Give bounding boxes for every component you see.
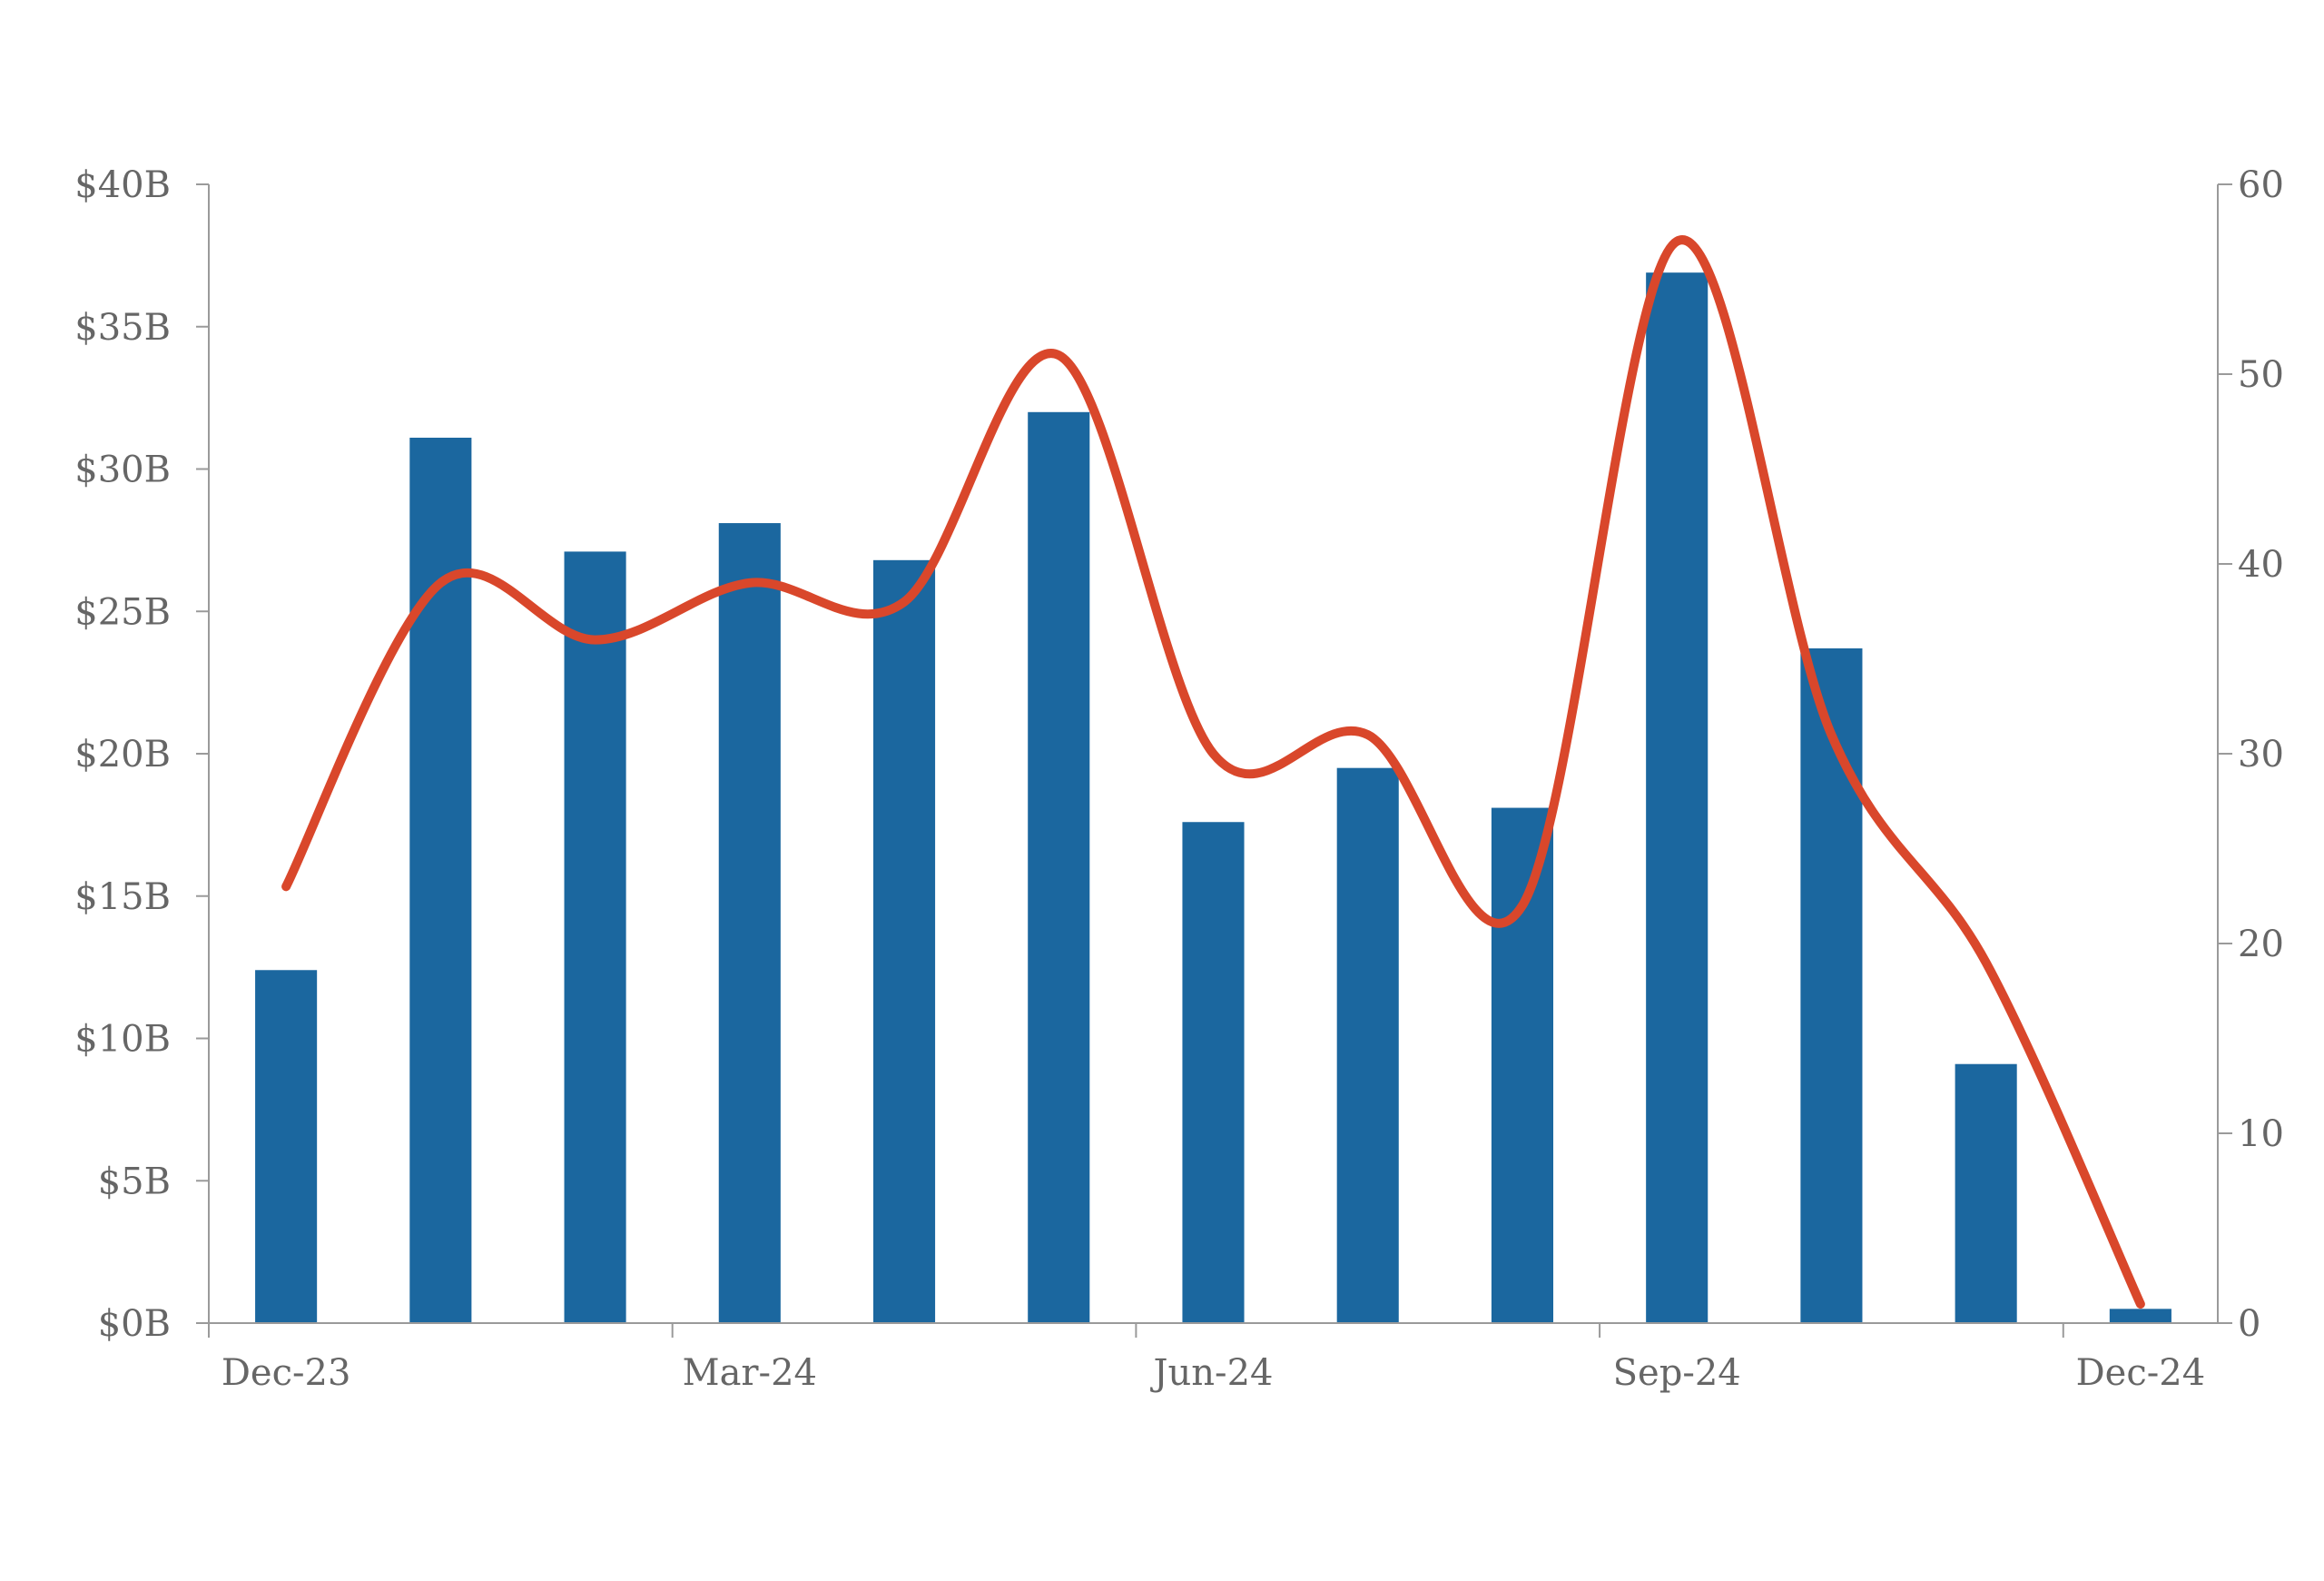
bar-Oct-24 [1800, 648, 1863, 1323]
y-right-tick-label: 50 [2238, 354, 2284, 396]
bar-Jun-24 [1182, 822, 1245, 1323]
labels-layer: $0B $5B $10B $15B $20B $25B $30B $35B $40B 0 10 20 3… [74, 164, 2284, 1394]
bar-Feb-24 [564, 551, 626, 1323]
y-left-tick-label: $25B [74, 591, 171, 633]
bar-Jul-24 [1336, 767, 1399, 1323]
line-layer [281, 235, 2145, 1309]
bar-Sep-24 [1646, 272, 1709, 1324]
bar-May-24 [1028, 411, 1090, 1323]
y-left-tick-label: $0B [98, 1303, 171, 1345]
y-left-tick-label: $40B [74, 164, 171, 206]
y-left-tick-label: $35B [74, 307, 171, 349]
bar-Aug-24 [1491, 807, 1554, 1323]
bar-Apr-24 [872, 559, 936, 1323]
y-left-tick-label: $10B [74, 1019, 171, 1061]
count-line [281, 235, 2145, 1309]
y-left-tick-label: $20B [74, 734, 171, 776]
y-right-tick-label: 20 [2238, 924, 2284, 965]
bars-layer [255, 272, 2171, 1324]
x-tick-label: Mar-24 [683, 1352, 817, 1394]
x-tick-label: Dec-23 [222, 1352, 351, 1394]
y-right-tick-label: 10 [2238, 1113, 2284, 1155]
x-tick-label: Sep-24 [1613, 1352, 1741, 1394]
y-left-tick-label: $15B [74, 876, 171, 918]
x-tick-label: Dec-24 [2076, 1352, 2206, 1394]
x-tick-label: Jun-24 [1150, 1352, 1274, 1394]
y-right-tick-label: 30 [2238, 734, 2284, 776]
y-left-tick-label: $30B [74, 450, 171, 491]
bar-Mar-24 [718, 523, 781, 1323]
y-left-tick-label: $5B [98, 1161, 171, 1202]
y-right-tick-label: 40 [2238, 544, 2284, 586]
axes-layer [196, 183, 2232, 1338]
bar-Dec-23 [255, 970, 318, 1323]
bar-Nov-24 [1955, 1063, 2017, 1323]
bar-Dec-24 [2109, 1309, 2171, 1323]
y-right-tick-label: 0 [2238, 1303, 2260, 1345]
y-right-tick-label: 60 [2238, 164, 2284, 206]
